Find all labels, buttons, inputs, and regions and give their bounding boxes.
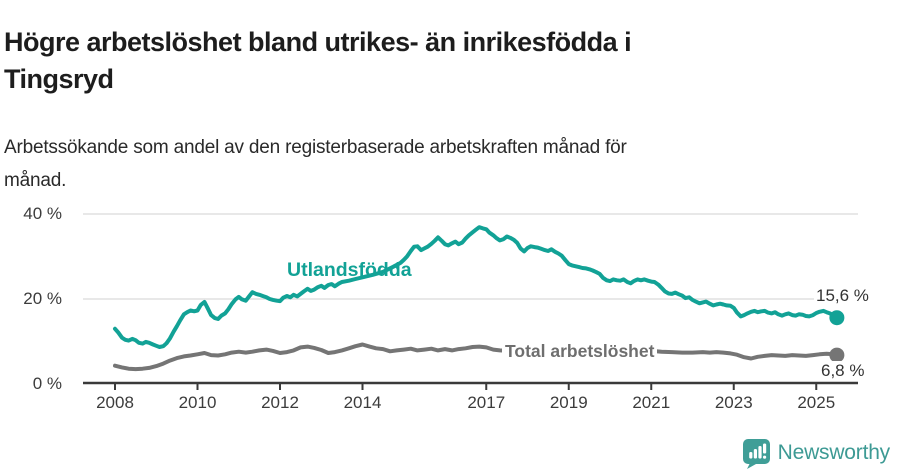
y-axis-label: 20 % [23,289,62,308]
brand-wordmark: Newsworthy [777,441,891,464]
gridlines [83,213,858,300]
x-axis-label: 2025 [797,393,836,412]
y-axis-label: 0 % [32,374,62,393]
newsworthy-logo-icon [742,439,770,469]
subtitle-line-2: månad. [4,170,67,191]
series-line-0 [113,225,839,349]
end-dot-1 [829,347,845,363]
subtitle-line-1: Arbetssökande som andel av den registerb… [4,137,627,158]
exclamation-dot [762,455,766,459]
bar-3 [758,446,762,459]
bar-2 [753,449,757,459]
y-axis-label: 40 % [23,204,62,223]
page-title: Högre arbetslöshet bland utrikes- än inr… [4,24,874,98]
x-axis-label: 2012 [261,393,299,412]
newsworthy-brand-link[interactable]: Newsworthy [742,436,890,470]
chart-subtitle: Arbetssökande som andel av den registerb… [4,131,874,197]
series-lines [113,225,839,372]
title-line-2: Tingsryd [4,64,114,95]
bar-1 [748,452,753,459]
series-end-dots [829,310,845,363]
series-line-1 [113,342,839,372]
exclamation-bar [762,443,766,454]
series-label-utlandsfodda: Utlandsfödda [287,259,412,281]
end-dot-0 [829,310,845,326]
x-axis-label: 2014 [343,393,382,412]
x-axis-ticks [114,383,818,390]
title-line-1: Högre arbetslöshet bland utrikes- än inr… [4,27,632,58]
x-axis-label: 2021 [632,393,671,412]
x-axis-label: 2008 [96,393,134,412]
x-axis-label: 2023 [714,393,753,412]
x-axis-label: 2019 [549,393,588,412]
end-value-label-utlandsfodda: 15,6 % [814,286,871,306]
end-value-label-total: 6,8 % [819,361,867,381]
x-axis-label: 2010 [178,393,217,412]
series-label-total-arbetsloshet: Total arbetslöshet [502,341,658,362]
x-axis-label: 2017 [467,393,506,412]
